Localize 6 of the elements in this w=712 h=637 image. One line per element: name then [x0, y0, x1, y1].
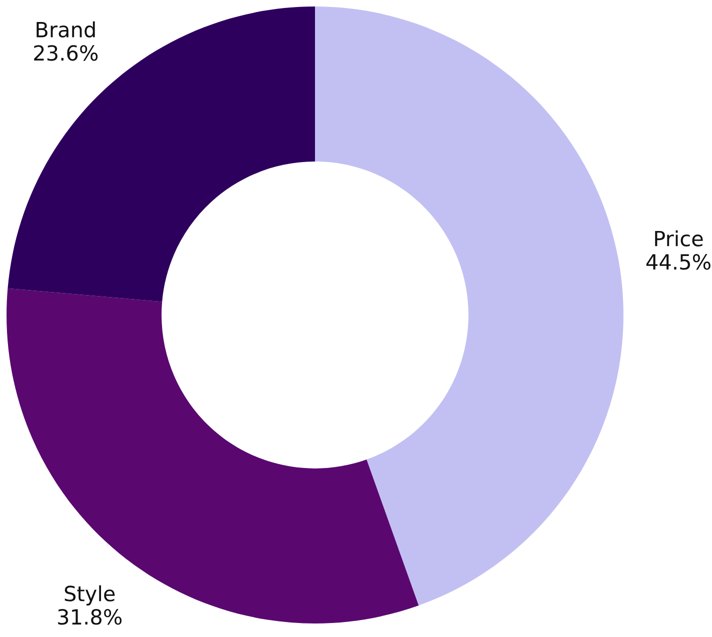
- slice-label: Brand: [36, 21, 95, 38]
- data-label: 23.6%: [34, 45, 98, 61]
- slice-label: Style: [64, 585, 115, 606]
- slice-label: Price: [655, 230, 703, 246]
- data-label: 44.5%: [646, 254, 710, 270]
- data-label: 31.8%: [58, 609, 122, 625]
